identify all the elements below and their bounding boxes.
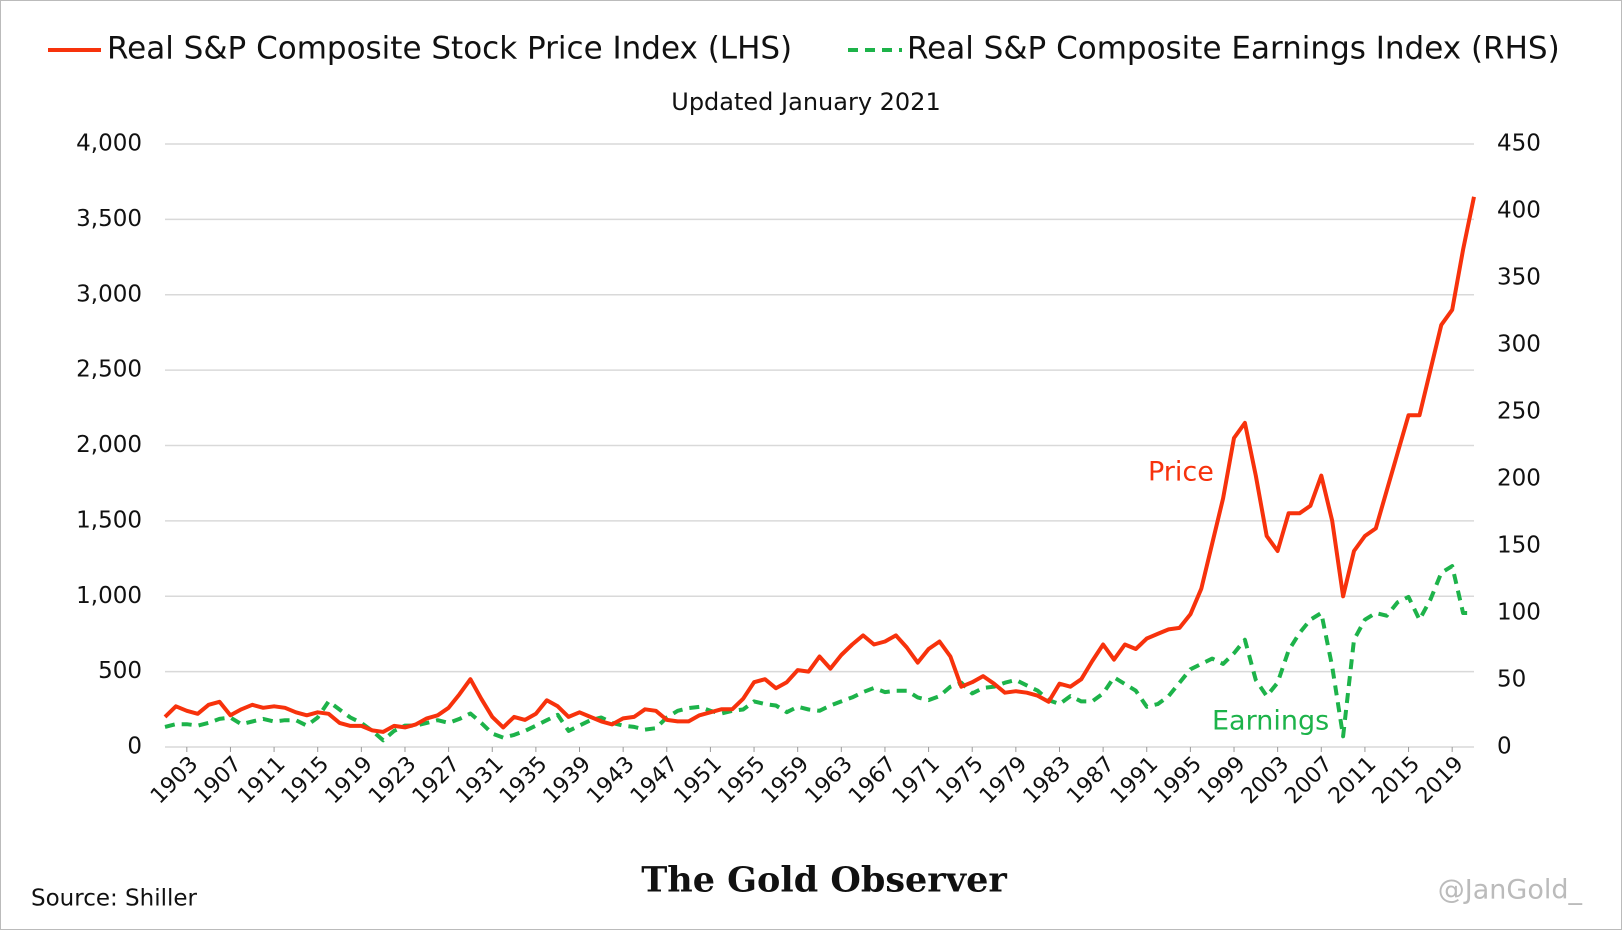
y-tick-label: 3,000 xyxy=(76,281,142,307)
brand: The Gold Observer xyxy=(641,860,1007,901)
legend-label: Real S&P Composite Earnings Index (RHS) xyxy=(907,31,1560,67)
annotation: Earnings xyxy=(1212,706,1329,737)
y-tick-label: 500 xyxy=(98,658,142,684)
y2-tick-label: 100 xyxy=(1497,600,1541,626)
annotation: Price xyxy=(1148,457,1214,488)
y2-tick-label: 0 xyxy=(1497,734,1512,760)
y-tick-label: 4,000 xyxy=(76,131,142,157)
subtitle: Updated January 2021 xyxy=(671,88,940,116)
series-line xyxy=(163,196,1476,734)
y2-tick-label: 250 xyxy=(1497,399,1541,425)
y-tick-label: 3,500 xyxy=(76,206,142,232)
legend-label: Real S&P Composite Stock Price Index (LH… xyxy=(107,31,792,67)
series-line xyxy=(164,564,1474,743)
y2-tick-label: 200 xyxy=(1497,466,1541,492)
y2-tick-label: 450 xyxy=(1497,131,1541,157)
y2-tick-label: 150 xyxy=(1497,533,1541,559)
handle: @JanGold_ xyxy=(1438,875,1583,906)
y2-tick-label: 350 xyxy=(1497,265,1541,291)
source: Source: Shiller xyxy=(31,886,198,912)
y-tick-label: 2,000 xyxy=(76,432,142,458)
y2-tick-label: 50 xyxy=(1497,667,1526,693)
y-tick-label: 2,500 xyxy=(76,357,142,383)
y2-tick-label: 300 xyxy=(1497,332,1541,358)
y-tick-label: 0 xyxy=(127,734,142,760)
y-tick-label: 1,500 xyxy=(76,507,142,533)
y2-tick-label: 400 xyxy=(1497,198,1541,224)
y-tick-label: 1,000 xyxy=(76,583,142,609)
